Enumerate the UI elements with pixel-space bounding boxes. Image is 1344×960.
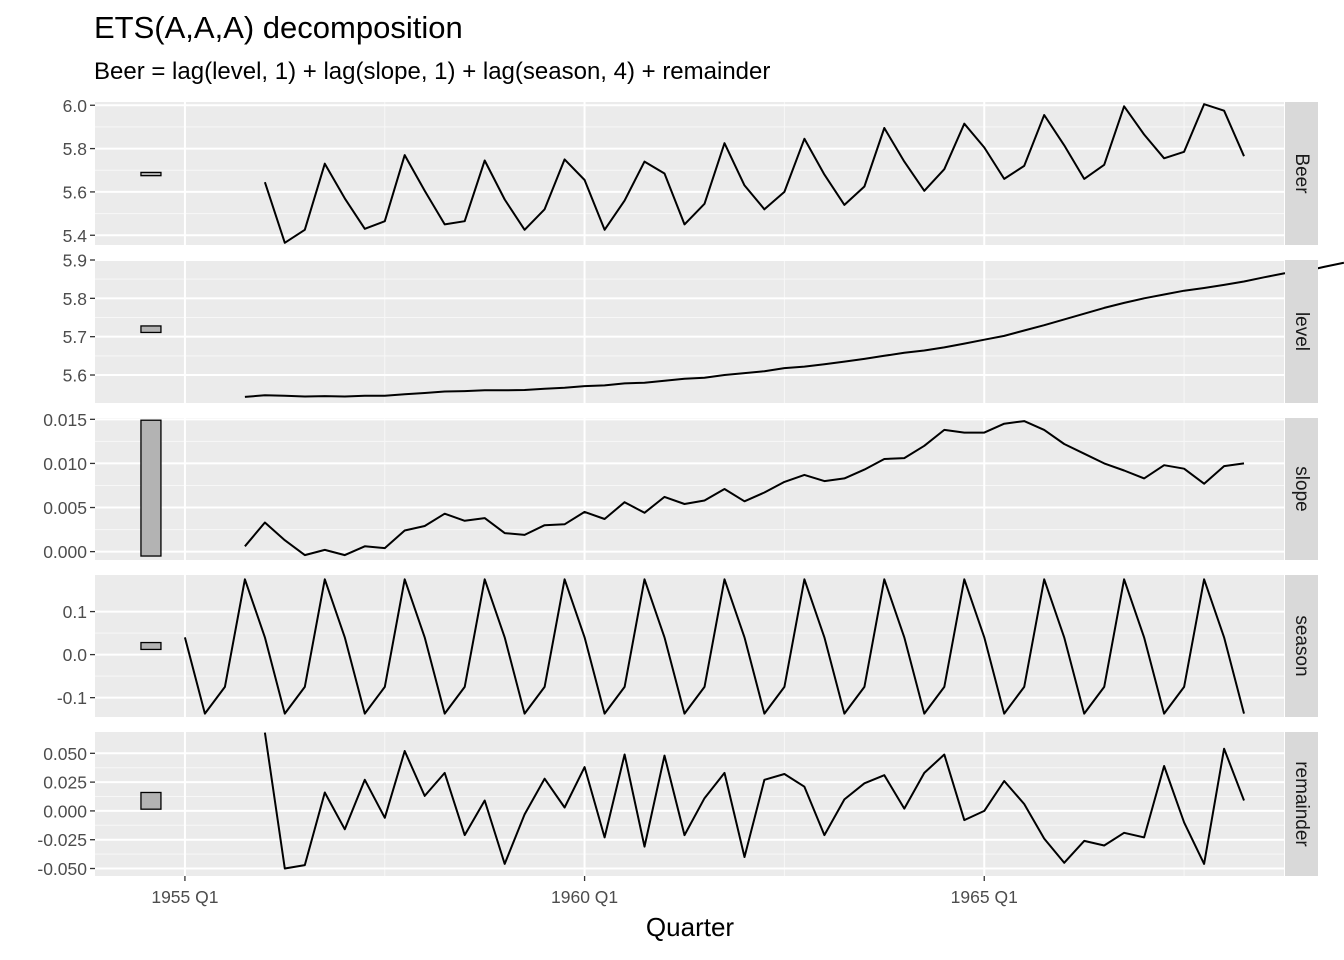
- y-tick-label-slope: 0.000: [43, 542, 87, 562]
- facet-strip-level: [1285, 260, 1318, 403]
- y-tick-label-Beer: 5.4: [63, 226, 88, 246]
- facet-strip-label-level: level: [1291, 312, 1312, 351]
- series-line-Beer: [263, 103, 1245, 244]
- series-line-season: [183, 578, 1245, 715]
- facet-strip-label-slope: slope: [1291, 466, 1312, 511]
- y-tick-label-Beer: 5.6: [63, 182, 87, 202]
- scale-bar-slope: [140, 419, 162, 557]
- y-tick-label-slope: 0.010: [43, 454, 87, 474]
- y-tick-label-remainder: -0.025: [37, 830, 87, 850]
- scale-bar-Beer: [140, 171, 162, 177]
- facet-strip-remainder: [1285, 732, 1318, 876]
- y-tick-label-remainder: 0.000: [43, 801, 87, 821]
- panel-background-Beer: [95, 102, 1284, 245]
- y-tick-label-level: 5.9: [63, 251, 87, 271]
- panel-background-slope: [95, 418, 1284, 560]
- panel-background-remainder: [95, 732, 1284, 876]
- facet-strip-season: [1285, 575, 1318, 717]
- x-tick-label: 1955 Q1: [151, 887, 218, 907]
- panel-background-level: [95, 260, 1284, 403]
- y-tick-label-remainder: -0.050: [37, 859, 87, 879]
- y-tick-label-level: 5.8: [63, 289, 87, 309]
- facet-strip-Beer: [1285, 102, 1318, 245]
- facet-strip-slope: [1285, 418, 1318, 560]
- facet-strip-label-season: season: [1291, 615, 1312, 676]
- y-tick-label-season: -0.1: [57, 688, 87, 708]
- x-tick-label: 1965 Q1: [951, 887, 1018, 907]
- y-tick-label-Beer: 5.8: [63, 139, 87, 159]
- chart-title: ETS(A,A,A) decomposition: [94, 10, 463, 45]
- y-tick-label-slope: 0.005: [43, 498, 87, 518]
- y-tick-label-slope: 0.015: [43, 410, 87, 430]
- facet-strip-label-remainder: remainder: [1291, 761, 1312, 847]
- facet-strip-label-Beer: Beer: [1291, 153, 1312, 194]
- series-line-remainder: [263, 732, 1245, 870]
- y-tick-label-level: 5.7: [63, 327, 87, 347]
- y-tick-label-Beer: 6.0: [63, 96, 88, 116]
- panel-background-season: [95, 575, 1284, 717]
- y-tick-label-season: 0.1: [63, 602, 87, 622]
- chart-subtitle: Beer = lag(level, 1) + lag(slope, 1) + l…: [94, 58, 771, 85]
- scale-bar-level: [140, 325, 162, 334]
- x-tick-label: 1960 Q1: [551, 887, 618, 907]
- scale-bar-season: [140, 641, 162, 651]
- y-tick-label-level: 5.6: [63, 366, 87, 386]
- y-tick-label-season: 0.0: [63, 645, 88, 665]
- x-axis-label: Quarter: [645, 912, 735, 942]
- series-line-slope: [244, 420, 1245, 557]
- y-tick-label-remainder: 0.050: [43, 744, 87, 764]
- series-line-level: [244, 261, 1344, 398]
- y-tick-label-remainder: 0.025: [43, 773, 87, 793]
- scale-bar-remainder: [140, 791, 162, 810]
